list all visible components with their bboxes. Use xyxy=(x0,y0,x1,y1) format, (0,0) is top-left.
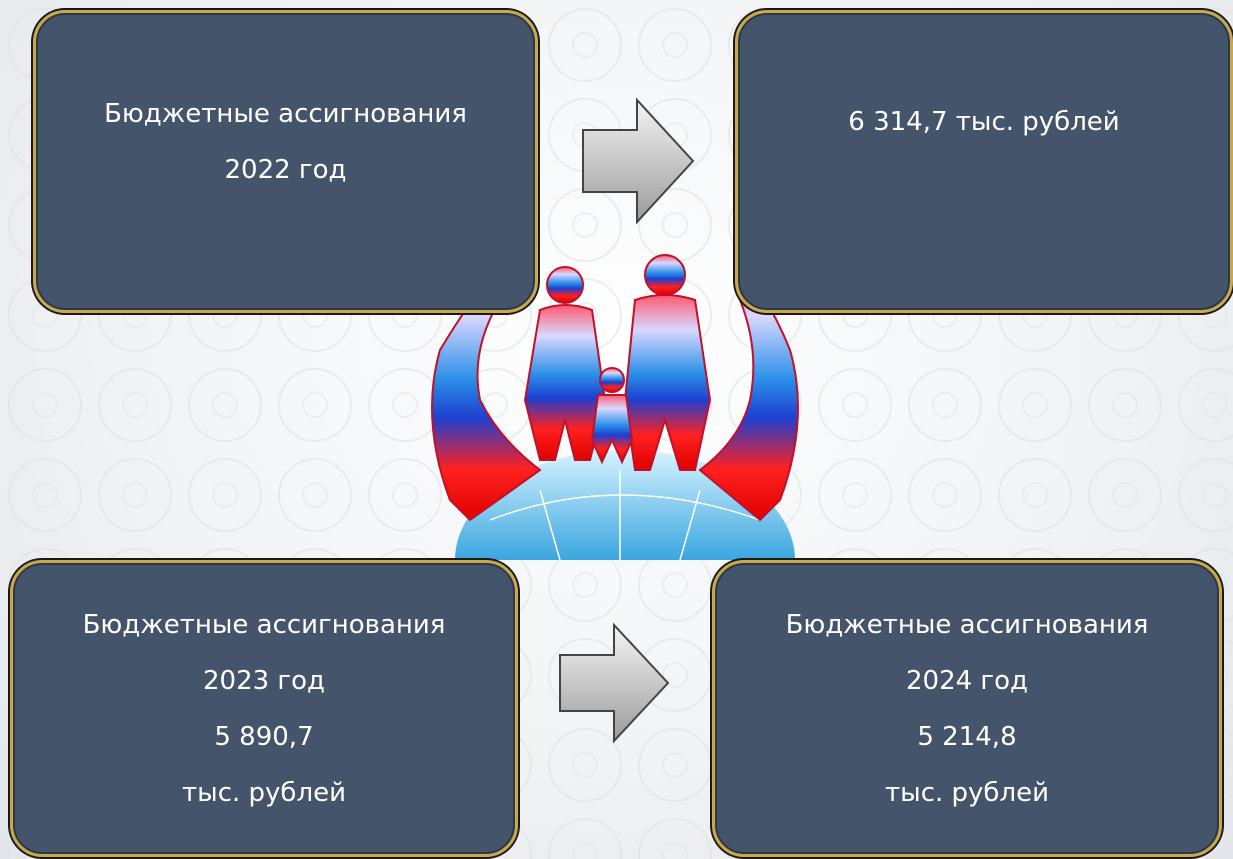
box-text: 2023 год xyxy=(203,653,325,709)
box-text: Бюджетные ассигнования xyxy=(83,597,446,653)
box-text: тыс. рублей xyxy=(885,765,1049,821)
box-text: 5 890,7 xyxy=(214,709,313,765)
arrow xyxy=(560,625,668,741)
slide: Бюджетные ассигнования2022 год6 314,7 ты… xyxy=(0,0,1233,859)
box-text: тыс. рублей xyxy=(182,765,346,821)
box-text: Бюджетные ассигнования xyxy=(786,597,1149,653)
box-text: 6 314,7 тыс. рублей xyxy=(848,94,1119,150)
figure-head xyxy=(645,255,685,295)
box-text: 2022 год xyxy=(225,142,347,198)
arrow xyxy=(583,100,693,222)
figure-head xyxy=(547,267,583,303)
box-text: 2024 год xyxy=(906,653,1028,709)
box-text: 5 214,8 xyxy=(917,709,1016,765)
budget-box: 6 314,7 тыс. рублей xyxy=(735,10,1233,313)
box-text: Бюджетные ассигнования xyxy=(104,86,467,142)
figure-father xyxy=(625,295,710,470)
figure-head xyxy=(600,368,624,392)
